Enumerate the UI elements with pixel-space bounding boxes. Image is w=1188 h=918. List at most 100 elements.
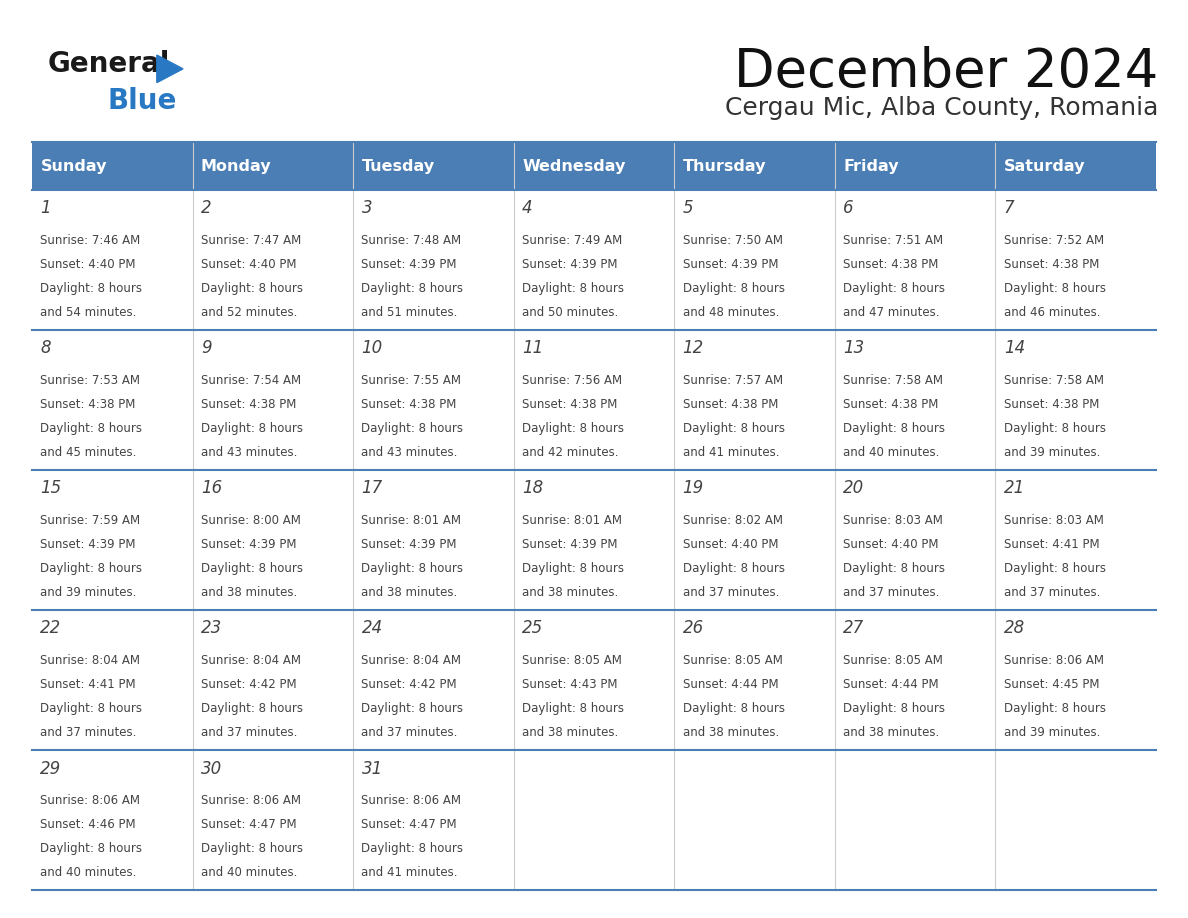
Text: Sunrise: 7:54 AM: Sunrise: 7:54 AM (201, 375, 301, 387)
Text: Sunset: 4:38 PM: Sunset: 4:38 PM (843, 258, 939, 271)
Text: Daylight: 8 hours: Daylight: 8 hours (522, 282, 624, 295)
Text: 14: 14 (1004, 340, 1025, 357)
Text: Sunset: 4:39 PM: Sunset: 4:39 PM (683, 258, 778, 271)
Text: Daylight: 8 hours: Daylight: 8 hours (683, 562, 784, 575)
Text: and 51 minutes.: and 51 minutes. (361, 306, 457, 319)
Text: and 41 minutes.: and 41 minutes. (361, 866, 459, 879)
Text: 12: 12 (683, 340, 703, 357)
Text: 3: 3 (361, 199, 372, 218)
Text: Sunrise: 7:57 AM: Sunrise: 7:57 AM (683, 375, 783, 387)
Text: Sunrise: 8:06 AM: Sunrise: 8:06 AM (201, 794, 301, 808)
Text: Sunrise: 8:02 AM: Sunrise: 8:02 AM (683, 514, 783, 527)
Text: Sunrise: 8:03 AM: Sunrise: 8:03 AM (843, 514, 943, 527)
Text: 24: 24 (361, 620, 383, 637)
Text: 8: 8 (40, 340, 51, 357)
Text: and 43 minutes.: and 43 minutes. (201, 446, 297, 459)
Text: 10: 10 (361, 340, 383, 357)
Text: 7: 7 (1004, 199, 1015, 218)
Bar (32, 142, 1156, 190)
Text: Sunrise: 8:04 AM: Sunrise: 8:04 AM (361, 655, 461, 667)
Text: 6: 6 (843, 199, 854, 218)
Text: Sunset: 4:38 PM: Sunset: 4:38 PM (522, 398, 618, 411)
Text: Sunrise: 8:05 AM: Sunrise: 8:05 AM (522, 655, 621, 667)
Text: Sunrise: 7:58 AM: Sunrise: 7:58 AM (843, 375, 943, 387)
Text: 29: 29 (40, 759, 62, 778)
Text: Sunrise: 7:56 AM: Sunrise: 7:56 AM (522, 375, 623, 387)
Text: Daylight: 8 hours: Daylight: 8 hours (40, 842, 143, 856)
Text: Daylight: 8 hours: Daylight: 8 hours (522, 422, 624, 435)
Text: 5: 5 (683, 199, 694, 218)
Text: Daylight: 8 hours: Daylight: 8 hours (40, 562, 143, 575)
Text: and 38 minutes.: and 38 minutes. (522, 586, 618, 599)
Text: Cergau Mic, Alba County, Romania: Cergau Mic, Alba County, Romania (725, 96, 1158, 120)
Text: Sunset: 4:44 PM: Sunset: 4:44 PM (843, 678, 939, 691)
Text: Sunset: 4:47 PM: Sunset: 4:47 PM (361, 818, 457, 832)
Text: Sunrise: 8:05 AM: Sunrise: 8:05 AM (683, 655, 783, 667)
Text: and 40 minutes.: and 40 minutes. (201, 866, 297, 879)
Text: and 38 minutes.: and 38 minutes. (683, 726, 779, 739)
Text: and 43 minutes.: and 43 minutes. (361, 446, 457, 459)
Text: Daylight: 8 hours: Daylight: 8 hours (40, 702, 143, 715)
Text: 9: 9 (201, 340, 211, 357)
Text: Sunset: 4:40 PM: Sunset: 4:40 PM (40, 258, 135, 271)
Text: Sunrise: 7:59 AM: Sunrise: 7:59 AM (40, 514, 140, 527)
Bar (32, 190, 1156, 330)
Text: Sunrise: 8:01 AM: Sunrise: 8:01 AM (361, 514, 461, 527)
Text: Sunset: 4:41 PM: Sunset: 4:41 PM (1004, 538, 1099, 551)
Text: Sunrise: 8:06 AM: Sunrise: 8:06 AM (40, 794, 140, 808)
Text: and 54 minutes.: and 54 minutes. (40, 306, 137, 319)
Text: and 52 minutes.: and 52 minutes. (201, 306, 297, 319)
Text: 4: 4 (522, 199, 532, 218)
Text: Daylight: 8 hours: Daylight: 8 hours (201, 422, 303, 435)
Text: Sunrise: 8:05 AM: Sunrise: 8:05 AM (843, 655, 943, 667)
Text: Daylight: 8 hours: Daylight: 8 hours (361, 842, 463, 856)
Text: Sunrise: 7:55 AM: Sunrise: 7:55 AM (361, 375, 461, 387)
Text: Blue: Blue (108, 87, 177, 116)
Text: December 2024: December 2024 (734, 46, 1158, 98)
Text: and 37 minutes.: and 37 minutes. (683, 586, 779, 599)
Text: Sunrise: 7:52 AM: Sunrise: 7:52 AM (1004, 234, 1104, 247)
Text: 23: 23 (201, 620, 222, 637)
Text: Sunset: 4:42 PM: Sunset: 4:42 PM (361, 678, 457, 691)
Text: Sunset: 4:40 PM: Sunset: 4:40 PM (843, 538, 939, 551)
Text: Sunset: 4:45 PM: Sunset: 4:45 PM (1004, 678, 1099, 691)
Text: 15: 15 (40, 479, 62, 498)
Text: and 38 minutes.: and 38 minutes. (201, 586, 297, 599)
Text: Thursday: Thursday (683, 159, 766, 174)
Text: Sunset: 4:39 PM: Sunset: 4:39 PM (522, 538, 618, 551)
Text: Sunset: 4:41 PM: Sunset: 4:41 PM (40, 678, 135, 691)
Text: 11: 11 (522, 340, 543, 357)
Text: 19: 19 (683, 479, 703, 498)
Text: Sunrise: 8:06 AM: Sunrise: 8:06 AM (1004, 655, 1104, 667)
Text: Sunset: 4:38 PM: Sunset: 4:38 PM (40, 398, 135, 411)
Text: Sunday: Sunday (40, 159, 107, 174)
Text: Sunrise: 8:06 AM: Sunrise: 8:06 AM (361, 794, 461, 808)
Text: 31: 31 (361, 759, 383, 778)
Text: Sunrise: 7:46 AM: Sunrise: 7:46 AM (40, 234, 140, 247)
Text: 21: 21 (1004, 479, 1025, 498)
Text: and 38 minutes.: and 38 minutes. (361, 586, 457, 599)
Text: Sunset: 4:39 PM: Sunset: 4:39 PM (522, 258, 618, 271)
Text: Sunset: 4:43 PM: Sunset: 4:43 PM (522, 678, 618, 691)
Text: Daylight: 8 hours: Daylight: 8 hours (843, 282, 946, 295)
Text: Daylight: 8 hours: Daylight: 8 hours (522, 562, 624, 575)
Text: 28: 28 (1004, 620, 1025, 637)
Text: Sunset: 4:40 PM: Sunset: 4:40 PM (201, 258, 297, 271)
Text: and 39 minutes.: and 39 minutes. (40, 586, 137, 599)
Text: Sunset: 4:42 PM: Sunset: 4:42 PM (201, 678, 297, 691)
Text: and 39 minutes.: and 39 minutes. (1004, 446, 1100, 459)
Text: Sunset: 4:38 PM: Sunset: 4:38 PM (843, 398, 939, 411)
Polygon shape (157, 55, 183, 83)
Text: 18: 18 (522, 479, 543, 498)
Text: and 41 minutes.: and 41 minutes. (683, 446, 779, 459)
Text: and 47 minutes.: and 47 minutes. (843, 306, 940, 319)
Text: 22: 22 (40, 620, 62, 637)
Text: Daylight: 8 hours: Daylight: 8 hours (201, 562, 303, 575)
Text: Sunset: 4:38 PM: Sunset: 4:38 PM (1004, 258, 1099, 271)
Text: 16: 16 (201, 479, 222, 498)
Text: Daylight: 8 hours: Daylight: 8 hours (843, 702, 946, 715)
Text: Sunset: 4:44 PM: Sunset: 4:44 PM (683, 678, 778, 691)
Text: and 38 minutes.: and 38 minutes. (843, 726, 940, 739)
Text: Daylight: 8 hours: Daylight: 8 hours (1004, 702, 1106, 715)
Bar (32, 750, 1156, 890)
